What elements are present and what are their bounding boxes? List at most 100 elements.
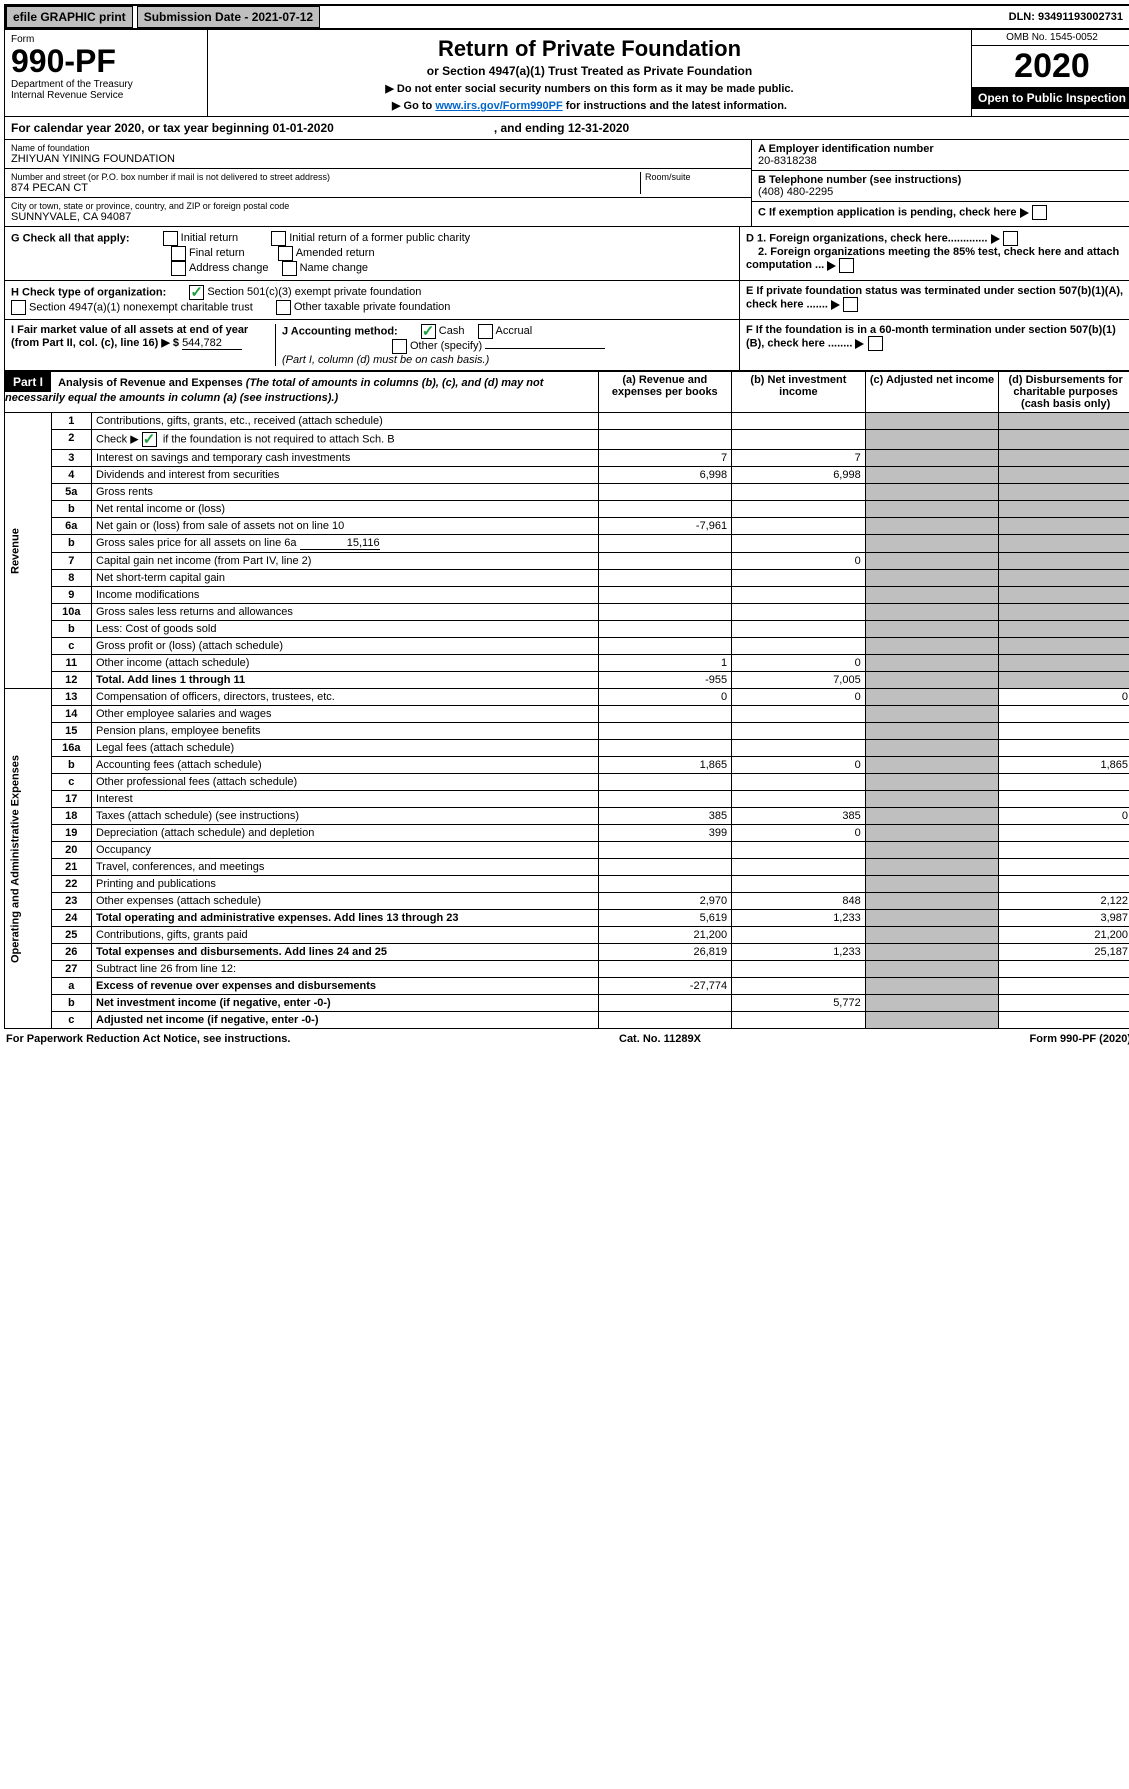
cell-a — [598, 791, 732, 808]
cell-a — [598, 621, 732, 638]
h-other-checkbox[interactable] — [276, 300, 291, 315]
cell-c — [865, 774, 999, 791]
line-description: Dividends and interest from securities — [92, 467, 599, 484]
line-number: b — [51, 621, 91, 638]
revenue-section-label: Revenue — [5, 413, 52, 689]
g-address-checkbox[interactable] — [171, 261, 186, 276]
cell-b — [732, 587, 866, 604]
line-number: 16a — [51, 740, 91, 757]
line-description: Other professional fees (attach schedule… — [92, 774, 599, 791]
g-name-checkbox[interactable] — [282, 261, 297, 276]
cell-d — [999, 876, 1129, 893]
form-number: 990-PF — [11, 45, 201, 77]
h-501c3-checkbox[interactable] — [189, 285, 204, 300]
city-label: City or town, state or province, country… — [11, 201, 745, 211]
line-number: 1 — [51, 413, 91, 430]
cell-c — [865, 638, 999, 655]
cell-a — [598, 859, 732, 876]
footer-center: Cat. No. 11289X — [619, 1033, 701, 1045]
col-a: (a) Revenue and expenses per books — [598, 372, 732, 413]
submission-date-button[interactable]: Submission Date - 2021-07-12 — [137, 6, 320, 28]
cell-d — [999, 501, 1129, 518]
cell-d — [999, 604, 1129, 621]
g-initial-former-checkbox[interactable] — [271, 231, 286, 246]
line-number: 6a — [51, 518, 91, 535]
cell-d — [999, 430, 1129, 450]
cell-d: 2,122 — [999, 893, 1129, 910]
form-subtitle: or Section 4947(a)(1) Trust Treated as P… — [212, 64, 967, 78]
line-number: b — [51, 757, 91, 774]
cell-b — [732, 859, 866, 876]
table-row: 2Check ▶ if the foundation is not requir… — [5, 430, 1129, 450]
cell-a: 399 — [598, 825, 732, 842]
city-value: SUNNYVALE, CA 94087 — [11, 211, 745, 223]
d1-checkbox[interactable] — [1003, 231, 1018, 246]
line-description: Excess of revenue over expenses and disb… — [92, 978, 599, 995]
j-cash-checkbox[interactable] — [421, 324, 436, 339]
line-number: 3 — [51, 450, 91, 467]
cell-c — [865, 723, 999, 740]
j-accrual-checkbox[interactable] — [478, 324, 493, 339]
cell-b — [732, 413, 866, 430]
cell-a — [598, 570, 732, 587]
line-description: Gross profit or (loss) (attach schedule) — [92, 638, 599, 655]
table-row: 19Depreciation (attach schedule) and dep… — [5, 825, 1129, 842]
cell-b: 5,772 — [732, 995, 866, 1012]
cell-c — [865, 893, 999, 910]
line2-checkbox[interactable] — [142, 432, 157, 447]
cell-a — [598, 413, 732, 430]
line-description: Total expenses and disbursements. Add li… — [92, 944, 599, 961]
c-checkbox[interactable] — [1032, 205, 1047, 220]
cell-b — [732, 484, 866, 501]
h-4947-checkbox[interactable] — [11, 300, 26, 315]
cell-c — [865, 808, 999, 825]
g-initial-checkbox[interactable] — [163, 231, 178, 246]
d2-checkbox[interactable] — [839, 258, 854, 273]
cell-d — [999, 995, 1129, 1012]
arrow-icon — [831, 300, 840, 310]
line-description: Capital gain net income (from Part IV, l… — [92, 553, 599, 570]
line-description: Other income (attach schedule) — [92, 655, 599, 672]
line-description: Interest on savings and temporary cash i… — [92, 450, 599, 467]
cell-a: 21,200 — [598, 927, 732, 944]
cell-c — [865, 961, 999, 978]
line-description: Adjusted net income (if negative, enter … — [92, 1012, 599, 1029]
line-description: Net investment income (if negative, ente… — [92, 995, 599, 1012]
table-row: 21Travel, conferences, and meetings — [5, 859, 1129, 876]
cell-d — [999, 484, 1129, 501]
g-row: G Check all that apply: Initial return I… — [4, 227, 1129, 281]
cell-b — [732, 501, 866, 518]
g-final-checkbox[interactable] — [171, 246, 186, 261]
form-header: Form 990-PF Department of the Treasury I… — [4, 30, 1129, 117]
cell-a — [598, 587, 732, 604]
cell-b: 848 — [732, 893, 866, 910]
cell-c — [865, 553, 999, 570]
cell-d — [999, 672, 1129, 689]
table-row: 11Other income (attach schedule)10 — [5, 655, 1129, 672]
cell-a — [598, 1012, 732, 1029]
line-description: Net rental income or (loss) — [92, 501, 599, 518]
form-title: Return of Private Foundation — [212, 36, 967, 62]
irs-link[interactable]: www.irs.gov/Form990PF — [435, 100, 562, 112]
cell-a — [598, 501, 732, 518]
line-description: Total operating and administrative expen… — [92, 910, 599, 927]
cell-c — [865, 910, 999, 927]
f-checkbox[interactable] — [868, 336, 883, 351]
cell-a — [598, 774, 732, 791]
cell-d — [999, 518, 1129, 535]
j-other-checkbox[interactable] — [392, 339, 407, 354]
cell-c — [865, 413, 999, 430]
line-number: 23 — [51, 893, 91, 910]
cell-d: 1,865 — [999, 757, 1129, 774]
foundation-name: ZHIYUAN YINING FOUNDATION — [11, 153, 745, 165]
cell-c — [865, 587, 999, 604]
line-number: c — [51, 774, 91, 791]
cell-a — [598, 535, 732, 553]
cell-c — [865, 706, 999, 723]
efile-button[interactable]: efile GRAPHIC print — [6, 6, 133, 28]
cell-d — [999, 621, 1129, 638]
g-amended-checkbox[interactable] — [278, 246, 293, 261]
e-checkbox[interactable] — [843, 297, 858, 312]
cell-d — [999, 467, 1129, 484]
cell-b: 1,233 — [732, 910, 866, 927]
